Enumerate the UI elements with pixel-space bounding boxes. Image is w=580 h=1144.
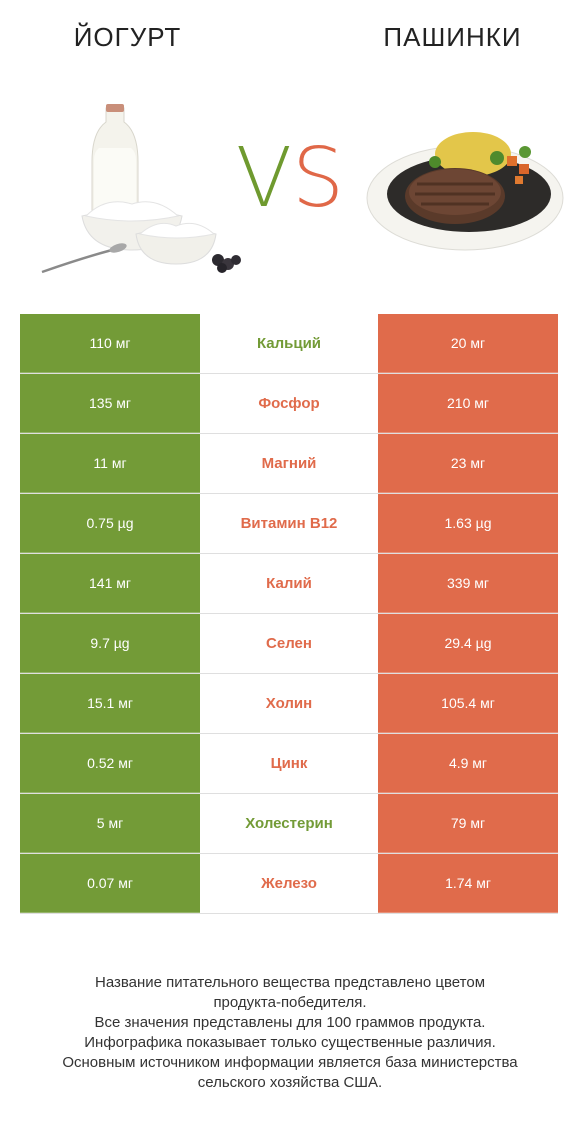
yogurt-value: 110 мг [20, 314, 200, 373]
table-row: 141 мг Калий 339 мг [20, 554, 558, 614]
left-title: ЙОГУРТ [73, 22, 182, 52]
table-row: 9.7 µg Селен 29.4 µg [20, 614, 558, 674]
table-row: 0.07 мг Железо 1.74 мг [20, 854, 558, 914]
yogurt-value: 0.75 µg [20, 494, 200, 553]
pashinki-value: 79 мг [378, 794, 558, 853]
footer-line: сельского хозяйства США. [197, 1074, 383, 1091]
pashinki-value: 210 мг [378, 374, 558, 433]
nutrient-name: Селен [200, 614, 378, 673]
pashinki-value: 29.4 µg [378, 614, 558, 673]
nutrient-name: Холин [200, 674, 378, 733]
footer-line: Название питательного вещества представл… [94, 974, 486, 991]
nutrient-name: Железо [200, 854, 378, 913]
yogurt-value: 15.1 мг [20, 674, 200, 733]
footer-line: продукта-победителя. [213, 994, 367, 1011]
yogurt-value: 0.52 мг [20, 734, 200, 793]
nutrient-name: Фосфор [200, 374, 378, 433]
pashinki-value: 4.9 мг [378, 734, 558, 793]
right-title: ПАШИНКИ [383, 22, 522, 52]
nutrient-name: Кальций [200, 314, 378, 373]
yogurt-value: 0.07 мг [20, 854, 200, 913]
pashinki-value: 105.4 мг [378, 674, 558, 733]
pashinki-value: 1.63 µg [378, 494, 558, 553]
footer-note: Название питательного вещества представл… [20, 973, 560, 1093]
table-row: 5 мг Холестерин 79 мг [20, 794, 558, 854]
pashinki-image [366, 132, 564, 251]
table-row: 11 мг Магний 23 мг [20, 434, 558, 494]
table-row: 135 мг Фосфор 210 мг [20, 374, 558, 434]
yogurt-value: 9.7 µg [20, 614, 200, 673]
yogurt-value: 11 мг [20, 434, 200, 493]
pashinki-value: 1.74 мг [378, 854, 558, 913]
nutrient-name: Калий [200, 554, 378, 613]
table-row: 15.1 мг Холин 105.4 мг [20, 674, 558, 734]
yogurt-image [41, 104, 241, 274]
comparison-table: 110 мг Кальций 20 мг 135 мг Фосфор 210 м… [20, 314, 558, 914]
footer-line: Основным источником информации является … [62, 1054, 518, 1071]
nutrient-name: Магний [200, 434, 378, 493]
yogurt-value: 141 мг [20, 554, 200, 613]
yogurt-value: 5 мг [20, 794, 200, 853]
footer-line: Все значения представлены для 100 граммо… [94, 1014, 486, 1031]
table-row: 0.75 µg Витамин B12 1.63 µg [20, 494, 558, 554]
pashinki-value: 23 мг [378, 434, 558, 493]
nutrient-name: Цинк [200, 734, 378, 793]
table-row: 0.52 мг Цинк 4.9 мг [20, 734, 558, 794]
nutrient-name: Холестерин [200, 794, 378, 853]
vs-label: VS [222, 138, 358, 220]
vs-s: S [292, 131, 345, 226]
footer-line: Инфографика показывает только существенн… [84, 1034, 496, 1051]
vs-v: V [235, 131, 293, 226]
nutrient-name: Витамин B12 [200, 494, 378, 553]
table-row: 110 мг Кальций 20 мг [20, 314, 558, 374]
pashinki-value: 20 мг [378, 314, 558, 373]
pashinki-value: 339 мг [378, 554, 558, 613]
yogurt-value: 135 мг [20, 374, 200, 433]
